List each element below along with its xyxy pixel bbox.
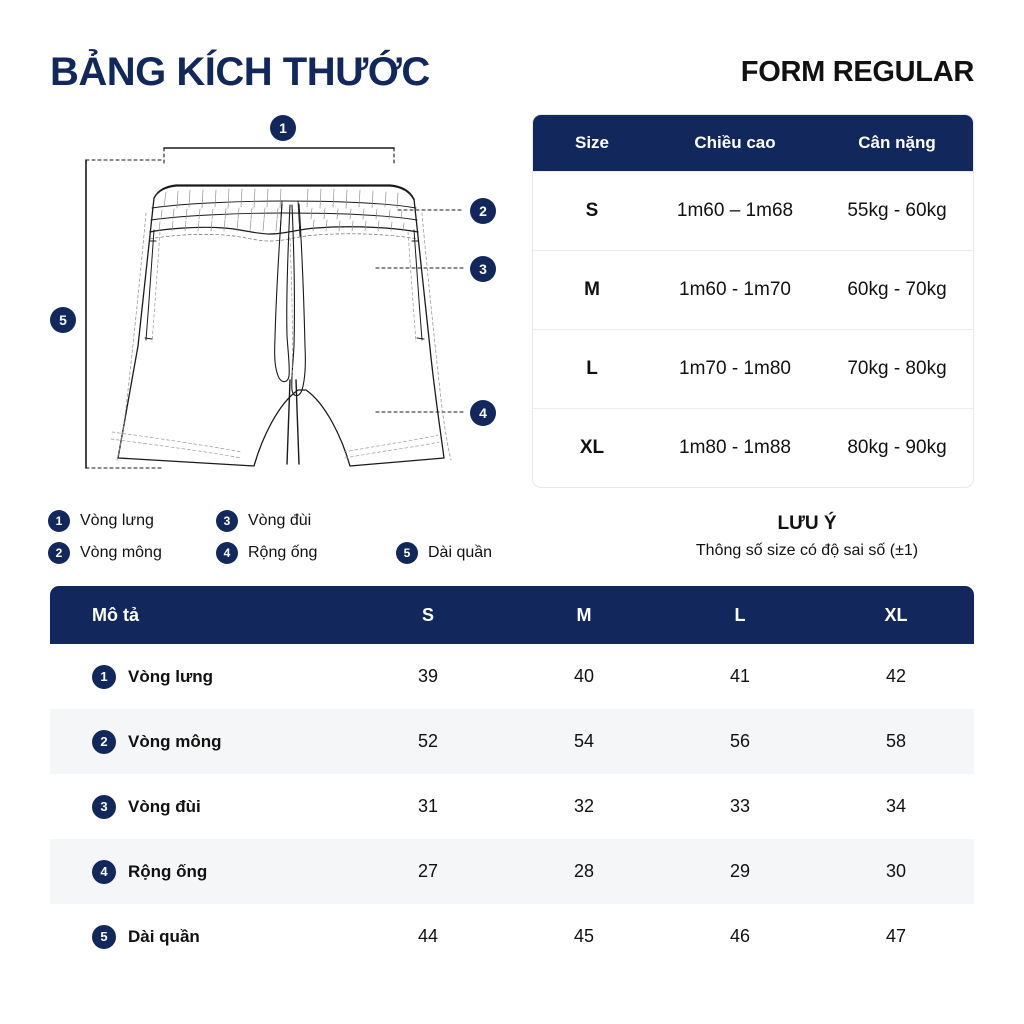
cell-s: 27 [417, 861, 439, 881]
legend-label-5: Dài quần [428, 544, 493, 561]
legend-label-2: Vòng mông [80, 544, 162, 561]
legend-label-3: Vòng đùi [248, 512, 312, 529]
measurement-col-l: L [734, 604, 746, 625]
cell-s: 31 [417, 796, 439, 816]
table-row: S 1m60 – 1m68 55kg - 60kg [533, 171, 973, 250]
cell-m: 54 [573, 731, 595, 751]
dimension-marker-3: 3 [470, 256, 496, 282]
cell-m: 45 [573, 926, 595, 946]
form-label: FORM REGULAR [740, 56, 975, 88]
cell-height: 1m60 – 1m68 [676, 200, 794, 221]
legend-marker-2: 2 [48, 542, 70, 564]
measurement-col-description: Mô tả [92, 604, 139, 625]
legend-marker-5: 5 [396, 542, 418, 564]
note-title: LƯU Ý [777, 513, 837, 534]
row-label: Vòng đùi [128, 796, 201, 816]
dimension-marker-2: 2 [470, 198, 496, 224]
cell-height: 1m80 - 1m88 [679, 437, 791, 458]
measurement-col-m: M [576, 604, 592, 625]
legend-item-4: 4 Rộng ống [216, 542, 396, 564]
cell-xl: 58 [885, 731, 907, 751]
table-row: 4 Rộng ống 27 28 29 30 [50, 839, 974, 904]
cell-l: 46 [729, 926, 751, 946]
legend-label-1: Vòng lưng [80, 512, 154, 529]
row-marker: 1 [92, 664, 116, 689]
measurement-col-xl: XL [884, 604, 908, 625]
size-recommendation-table: Size Chiều cao Cân nặng S 1m60 – 1m68 55… [532, 114, 974, 488]
legend-item-3: 3 Vòng đùi [216, 510, 396, 532]
table-row: 1 Vòng lưng 39 40 41 42 [50, 644, 974, 709]
row-description: 4 Rộng ống [50, 859, 350, 884]
cell-weight: 60kg - 70kg [847, 279, 947, 300]
measurement-table: Mô tả S M L XL 1 Vòng lưng 39 40 41 42 2… [50, 586, 974, 969]
size-table-header-row: Size Chiều cao Cân nặng [533, 115, 973, 171]
cell-s: 44 [417, 926, 439, 946]
cell-size: L [586, 358, 598, 379]
legend-item-5: 5 Dài quần [396, 542, 556, 564]
cell-m: 32 [573, 796, 595, 816]
row-label: Vòng lưng [128, 666, 214, 686]
row-label: Dài quần [128, 926, 200, 946]
row-marker: 4 [92, 859, 116, 884]
legend-label-4: Rộng ống [248, 544, 318, 561]
measurement-col-s: S [421, 604, 434, 625]
legend-marker-4: 4 [216, 542, 238, 564]
cell-size: M [584, 279, 600, 300]
cell-weight: 80kg - 90kg [847, 437, 947, 458]
table-row: 3 Vòng đùi 31 32 33 34 [50, 774, 974, 839]
measurement-legend: 1 Vòng lưng 3 Vòng đùi 2 Vòng mông 4 Rộn… [48, 505, 518, 569]
row-marker: 3 [92, 794, 116, 819]
row-marker: 5 [92, 924, 116, 949]
legend-row-bottom: 2 Vòng mông 4 Rộng ống 5 Dài quần [48, 537, 518, 569]
legend-item-2: 2 Vòng mông [48, 542, 216, 564]
size-table-col-weight: Cân nặng [858, 133, 936, 152]
table-row: L 1m70 - 1m80 70kg - 80kg [533, 329, 973, 408]
dimension-marker-1: 1 [270, 115, 296, 141]
cell-m: 40 [573, 666, 595, 686]
row-marker: 2 [92, 729, 116, 754]
cell-m: 28 [573, 861, 595, 881]
cell-size: XL [579, 437, 605, 458]
legend-row-top: 1 Vòng lưng 3 Vòng đùi [48, 505, 518, 537]
cell-xl: 34 [885, 796, 907, 816]
size-table-col-height: Chiều cao [694, 133, 776, 152]
legend-marker-1: 1 [48, 510, 70, 532]
row-description: 5 Dài quần [50, 924, 350, 949]
size-table-col-size: Size [574, 133, 610, 152]
row-label: Vòng mông [128, 731, 222, 751]
note-text: Thông số size có độ sai số (±1) [695, 541, 919, 559]
table-row: 5 Dài quần 44 45 46 47 [50, 904, 974, 969]
row-description: 1 Vòng lưng [50, 664, 350, 689]
cell-l: 33 [729, 796, 751, 816]
legend-marker-3: 3 [216, 510, 238, 532]
cell-xl: 47 [885, 926, 907, 946]
cell-s: 52 [417, 731, 439, 751]
table-row: 2 Vòng mông 52 54 56 58 [50, 709, 974, 774]
dimension-marker-5: 5 [50, 307, 76, 333]
table-row: XL 1m80 - 1m88 80kg - 90kg [533, 408, 973, 487]
cell-xl: 30 [885, 861, 907, 881]
dimension-marker-4: 4 [470, 400, 496, 426]
cell-weight: 55kg - 60kg [847, 200, 947, 221]
cell-height: 1m60 - 1m70 [679, 279, 791, 300]
cell-xl: 42 [885, 666, 907, 686]
legend-item-1: 1 Vòng lưng [48, 510, 216, 532]
cell-weight: 70kg - 80kg [847, 358, 947, 379]
cell-l: 29 [729, 861, 751, 881]
measurement-table-header-row: Mô tả S M L XL [50, 586, 974, 644]
page-title: BẢNG KÍCH THƯỚC [50, 50, 430, 94]
cell-s: 39 [417, 666, 439, 686]
table-row: M 1m60 - 1m70 60kg - 70kg [533, 250, 973, 329]
cell-size: S [585, 200, 599, 221]
cell-height: 1m70 - 1m80 [679, 358, 791, 379]
cell-l: 41 [729, 666, 751, 686]
row-description: 3 Vòng đùi [50, 794, 350, 819]
shorts-illustration [46, 108, 526, 498]
cell-l: 56 [729, 731, 751, 751]
row-label: Rộng ống [128, 861, 208, 881]
note-block: LƯU Ý Thông số size có độ sai số (±1) [640, 512, 974, 563]
row-description: 2 Vòng mông [50, 729, 350, 754]
